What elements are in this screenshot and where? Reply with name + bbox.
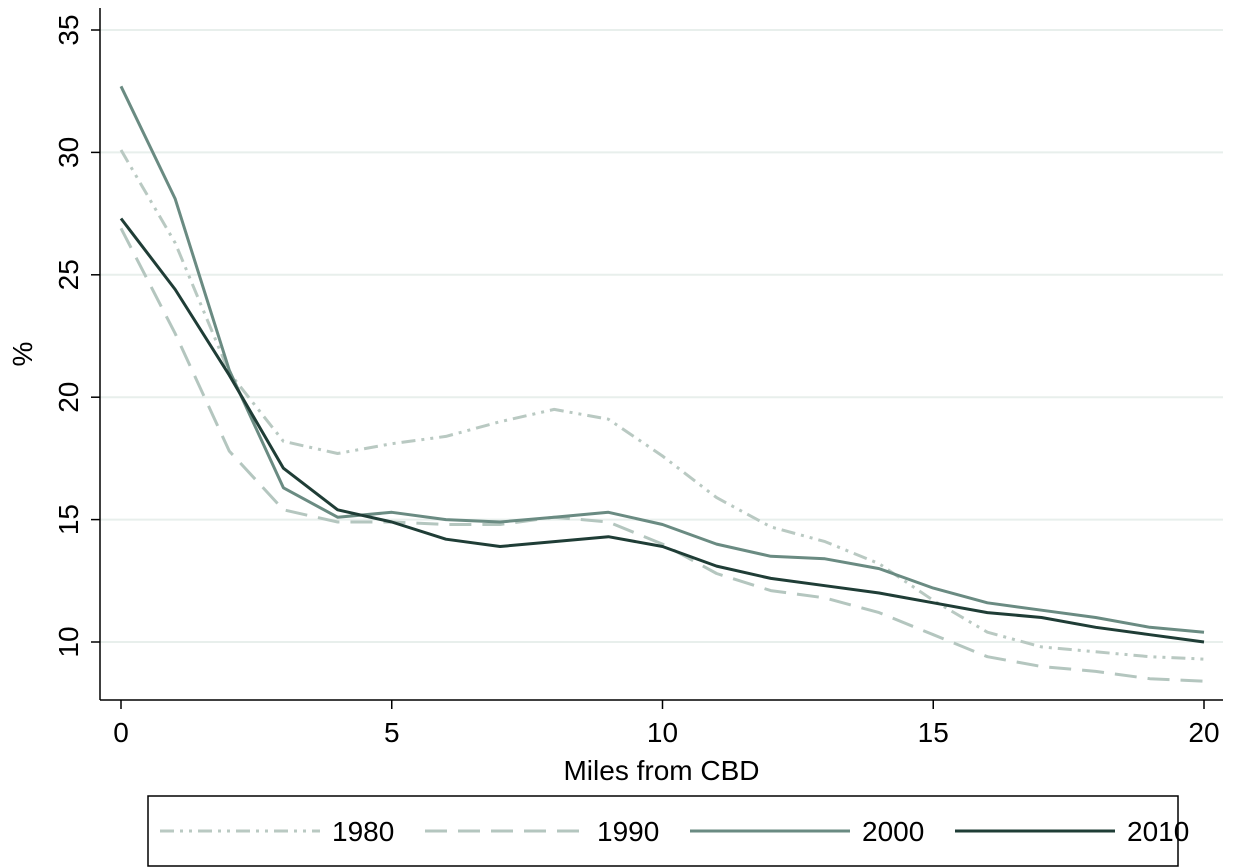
legend-label-2000: 2000 — [862, 816, 924, 847]
x-tick-label: 5 — [384, 717, 400, 748]
y-axis-title: % — [7, 342, 38, 367]
y-tick-label: 35 — [53, 14, 84, 45]
legend-label-2010: 2010 — [1127, 816, 1189, 847]
gridlines — [100, 29, 1223, 643]
axes — [91, 8, 1223, 709]
x-axis-title: Miles from CBD — [563, 755, 759, 786]
x-tick-label: 20 — [1188, 717, 1219, 748]
series-line-2010 — [119, 217, 1205, 644]
series-lines — [119, 85, 1205, 683]
legend-label-1990: 1990 — [597, 816, 659, 847]
tick-labels: 10 15 20 25 30 35 0 5 10 15 20 — [53, 14, 1220, 748]
series-line-1990 — [119, 227, 1205, 683]
legend-label-1980: 1980 — [332, 816, 394, 847]
y-tick-label: 15 — [53, 504, 84, 535]
legend: 1980 1990 2000 2010 — [147, 795, 1189, 867]
y-tick-label: 25 — [53, 259, 84, 290]
series-line-1980 — [119, 149, 1205, 661]
y-tick-label: 30 — [53, 137, 84, 168]
y-tick-label: 20 — [53, 382, 84, 413]
x-tick-label: 10 — [647, 717, 678, 748]
x-tick-label: 0 — [113, 717, 129, 748]
y-tick-label: 10 — [53, 626, 84, 657]
x-tick-label: 15 — [918, 717, 949, 748]
series-line-2000 — [119, 85, 1205, 634]
